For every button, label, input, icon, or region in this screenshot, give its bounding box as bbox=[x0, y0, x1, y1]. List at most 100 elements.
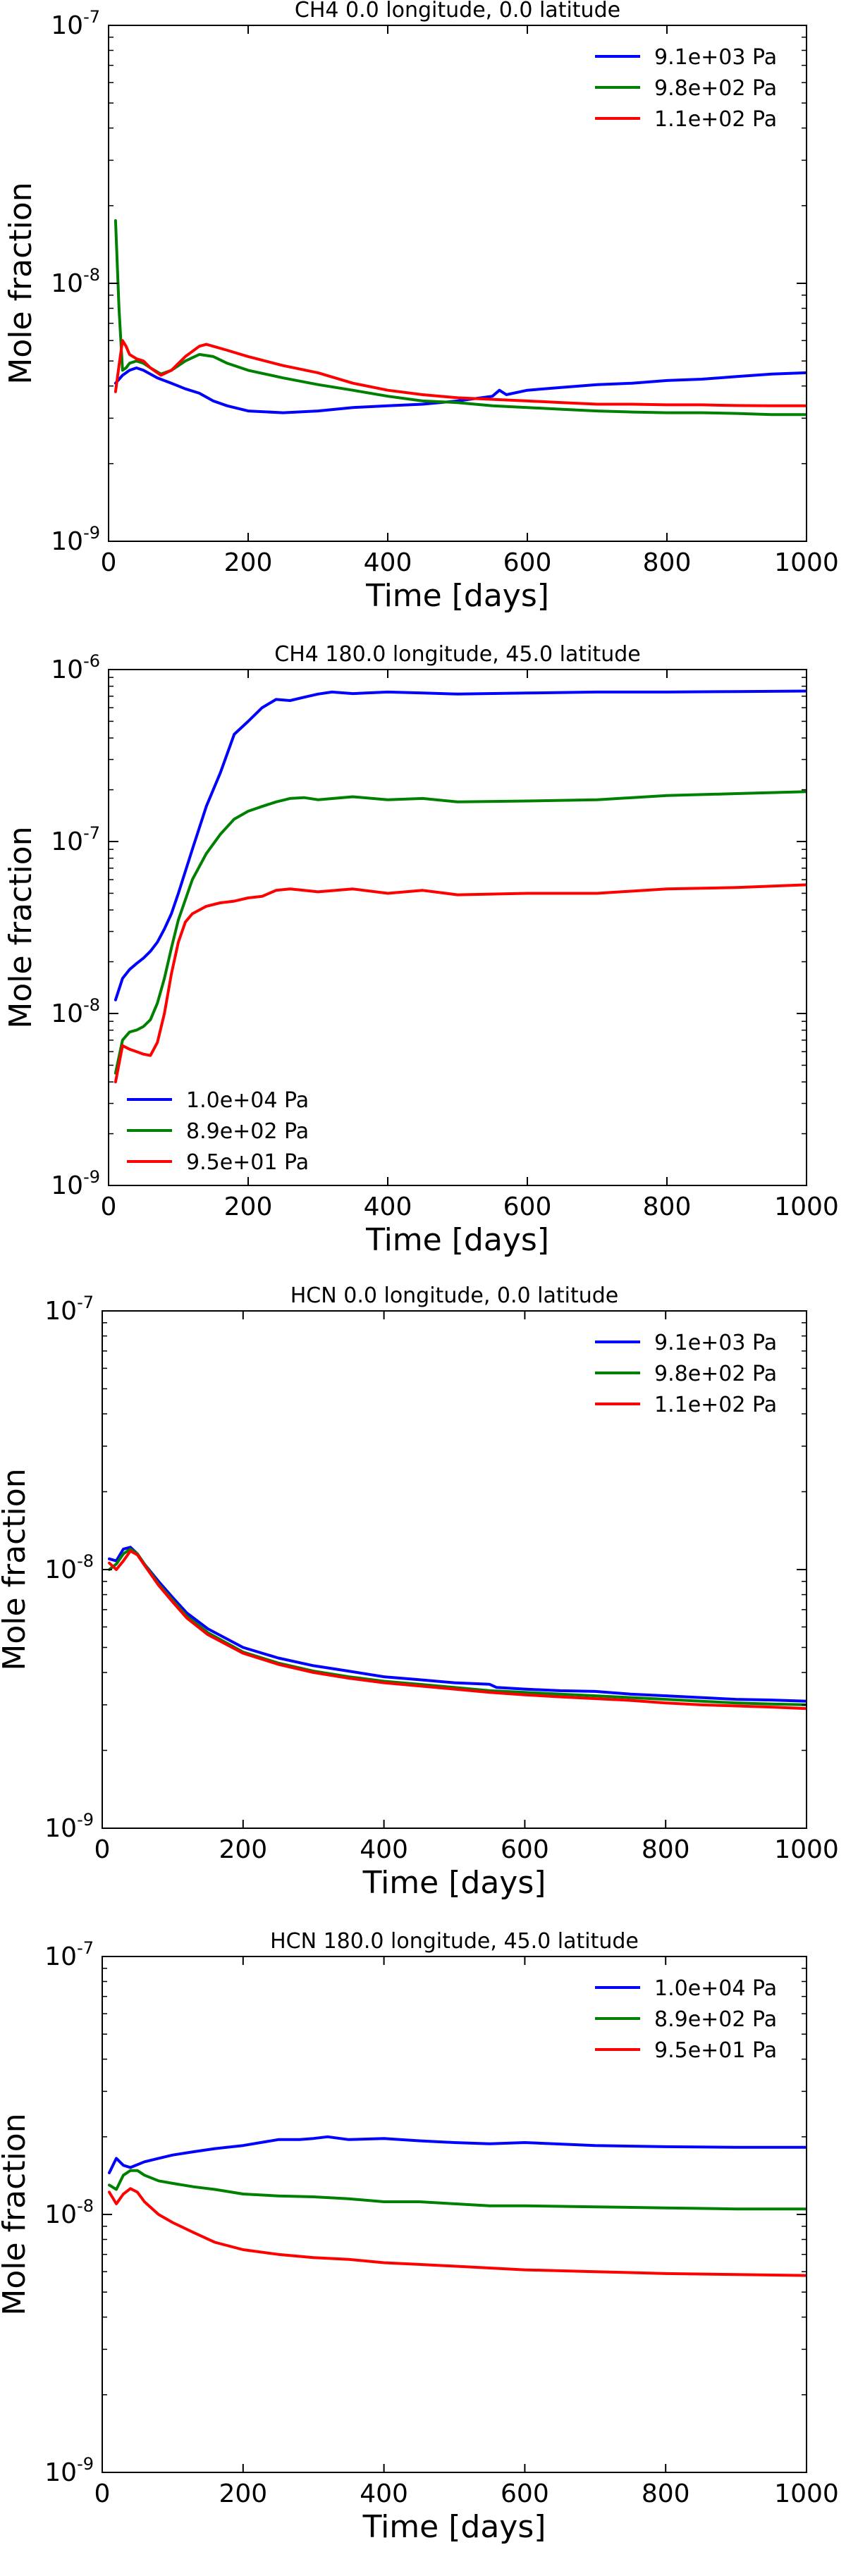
y-tick-exponent: -7 bbox=[77, 1938, 94, 1958]
x-tick-label: 600 bbox=[501, 2479, 549, 2508]
x-axis-label: Time [days] bbox=[365, 1222, 549, 1258]
legend-label: 9.8e+02 Pa bbox=[654, 76, 777, 101]
x-tick-label: 1000 bbox=[774, 548, 839, 577]
x-tick-label: 400 bbox=[364, 1193, 412, 1221]
y-tick-label: 10-9 bbox=[44, 2454, 94, 2487]
y-tick-base: 10 bbox=[44, 2200, 77, 2229]
y-axis-label: Mole fraction bbox=[3, 826, 39, 1028]
y-tick-base: 10 bbox=[44, 1555, 77, 1584]
y-tick-base: 10 bbox=[51, 827, 83, 856]
series-line-3 bbox=[114, 883, 807, 1084]
x-tick-label: 600 bbox=[503, 1193, 552, 1221]
y-tick-base: 10 bbox=[51, 1171, 83, 1200]
chart-title: CH4 0.0 longitude, 0.0 latitude bbox=[295, 0, 620, 23]
legend: 9.1e+03 Pa 9.8e+02 Pa 1.1e+02 Pa bbox=[595, 45, 777, 132]
y-tick-exponent: -9 bbox=[77, 2454, 94, 2474]
y-tick-exponent: -9 bbox=[77, 1810, 94, 1830]
legend-label: 1.0e+04 Pa bbox=[654, 1976, 777, 2001]
series-line-3 bbox=[108, 2187, 807, 2277]
x-tick-label: 600 bbox=[501, 1835, 549, 1864]
x-tick-label: 200 bbox=[219, 1835, 267, 1864]
x-tick-label: 200 bbox=[219, 2479, 267, 2508]
chart-panel-3: HCN 0.0 longitude, 0.0 latitude 0 200 400 60… bbox=[0, 1283, 839, 1901]
y-tick-label: 10-7 bbox=[44, 1938, 94, 1971]
y-tick-base: 10 bbox=[51, 269, 83, 298]
legend-label: 9.5e+01 Pa bbox=[654, 2038, 777, 2063]
y-tick-base: 10 bbox=[44, 1814, 77, 1843]
y-tick-label: 10-6 bbox=[51, 651, 100, 684]
y-tick-exponent: -8 bbox=[77, 2196, 94, 2216]
y-tick-base: 10 bbox=[51, 527, 83, 556]
x-tick-label: 0 bbox=[94, 1835, 111, 1864]
y-axis-label: Mole fraction bbox=[0, 1468, 32, 1670]
chart-title: HCN 0.0 longitude, 0.0 latitude bbox=[290, 1283, 619, 1308]
y-tick-label: 10-7 bbox=[51, 823, 100, 856]
plot-area bbox=[114, 689, 807, 1084]
legend-label: 8.9e+02 Pa bbox=[186, 1119, 309, 1144]
plot-frame bbox=[102, 1310, 807, 1829]
y-tick-base: 10 bbox=[51, 11, 83, 40]
chart-panel-1: CH4 0.0 longitude, 0.0 latitude 0 200 400 60… bbox=[3, 0, 839, 614]
y-tick-exponent: -9 bbox=[83, 1167, 100, 1187]
x-tick-label: 600 bbox=[503, 548, 552, 577]
series-line-1 bbox=[108, 2135, 807, 2174]
x-tick-label: 800 bbox=[642, 1835, 690, 1864]
y-tick-label: 10-8 bbox=[51, 265, 100, 298]
legend: 1.0e+04 Pa 8.9e+02 Pa 9.5e+01 Pa bbox=[127, 1088, 309, 1175]
series-line-1 bbox=[114, 366, 807, 414]
y-tick-label: 10-9 bbox=[51, 1167, 100, 1200]
legend: 1.0e+04 Pa 8.9e+02 Pa 9.5e+01 Pa bbox=[595, 1976, 777, 2063]
legend-label: 9.1e+03 Pa bbox=[654, 45, 777, 70]
series-line-1 bbox=[108, 1546, 807, 1703]
series-line-2 bbox=[108, 2169, 807, 2211]
x-tick-label: 0 bbox=[101, 1193, 117, 1221]
legend-label: 8.9e+02 Pa bbox=[654, 2007, 777, 2032]
y-tick-exponent: -8 bbox=[77, 1551, 94, 1571]
x-axis-label: Time [days] bbox=[365, 578, 549, 614]
plot-frame bbox=[108, 669, 807, 1186]
legend-label: 1.1e+02 Pa bbox=[654, 1393, 777, 1417]
legend-label: 9.1e+03 Pa bbox=[654, 1331, 777, 1355]
plot-area bbox=[114, 219, 807, 417]
x-tick-label: 800 bbox=[643, 1193, 692, 1221]
series-line-2 bbox=[114, 790, 807, 1075]
x-axis-label: Time [days] bbox=[362, 1865, 546, 1901]
y-tick-base: 10 bbox=[51, 999, 83, 1028]
x-tick-label: 1000 bbox=[774, 1193, 839, 1221]
x-tick-label: 1000 bbox=[774, 1835, 839, 1864]
y-tick-exponent: -7 bbox=[77, 1293, 94, 1312]
legend: 9.1e+03 Pa 9.8e+02 Pa 1.1e+02 Pa bbox=[595, 1331, 777, 1417]
plot-frame bbox=[108, 25, 807, 542]
x-tick-label: 1000 bbox=[774, 2479, 839, 2508]
chart-panel-4: HCN 180.0 longitude, 45.0 latitude 0 200 40… bbox=[0, 1929, 839, 2545]
series-line-3 bbox=[108, 1549, 807, 1711]
y-tick-label: 10-8 bbox=[44, 2196, 94, 2229]
x-tick-label: 400 bbox=[364, 548, 412, 577]
y-tick-exponent: -7 bbox=[83, 7, 100, 27]
y-tick-label: 10-8 bbox=[51, 995, 100, 1028]
y-tick-exponent: -8 bbox=[83, 265, 100, 285]
x-tick-label: 0 bbox=[101, 548, 117, 577]
y-tick-exponent: -6 bbox=[83, 651, 100, 671]
y-tick-exponent: -7 bbox=[83, 823, 100, 843]
x-tick-label: 200 bbox=[224, 1193, 273, 1221]
y-axis-label: Mole fraction bbox=[3, 182, 39, 384]
x-tick-label: 800 bbox=[642, 2479, 690, 2508]
legend-label: 1.1e+02 Pa bbox=[654, 107, 777, 132]
y-tick-label: 10-8 bbox=[44, 1551, 94, 1584]
x-tick-label: 0 bbox=[94, 2479, 111, 2508]
y-tick-base: 10 bbox=[51, 655, 83, 684]
x-tick-label: 800 bbox=[643, 548, 692, 577]
y-tick-base: 10 bbox=[44, 1297, 77, 1326]
chart-panel-2: CH4 180.0 longitude, 45.0 latitude 0 200 40… bbox=[3, 642, 839, 1258]
y-tick-exponent: -8 bbox=[83, 995, 100, 1015]
legend-label: 9.5e+01 Pa bbox=[186, 1150, 309, 1175]
chart-title: HCN 180.0 longitude, 45.0 latitude bbox=[270, 1929, 639, 1954]
y-tick-label: 10-7 bbox=[44, 1293, 94, 1326]
y-tick-label: 10-7 bbox=[51, 7, 100, 40]
legend-label: 9.8e+02 Pa bbox=[654, 1362, 777, 1386]
x-tick-label: 400 bbox=[360, 2479, 408, 2508]
plot-area bbox=[108, 1546, 807, 1711]
plot-frame bbox=[102, 1956, 807, 2473]
